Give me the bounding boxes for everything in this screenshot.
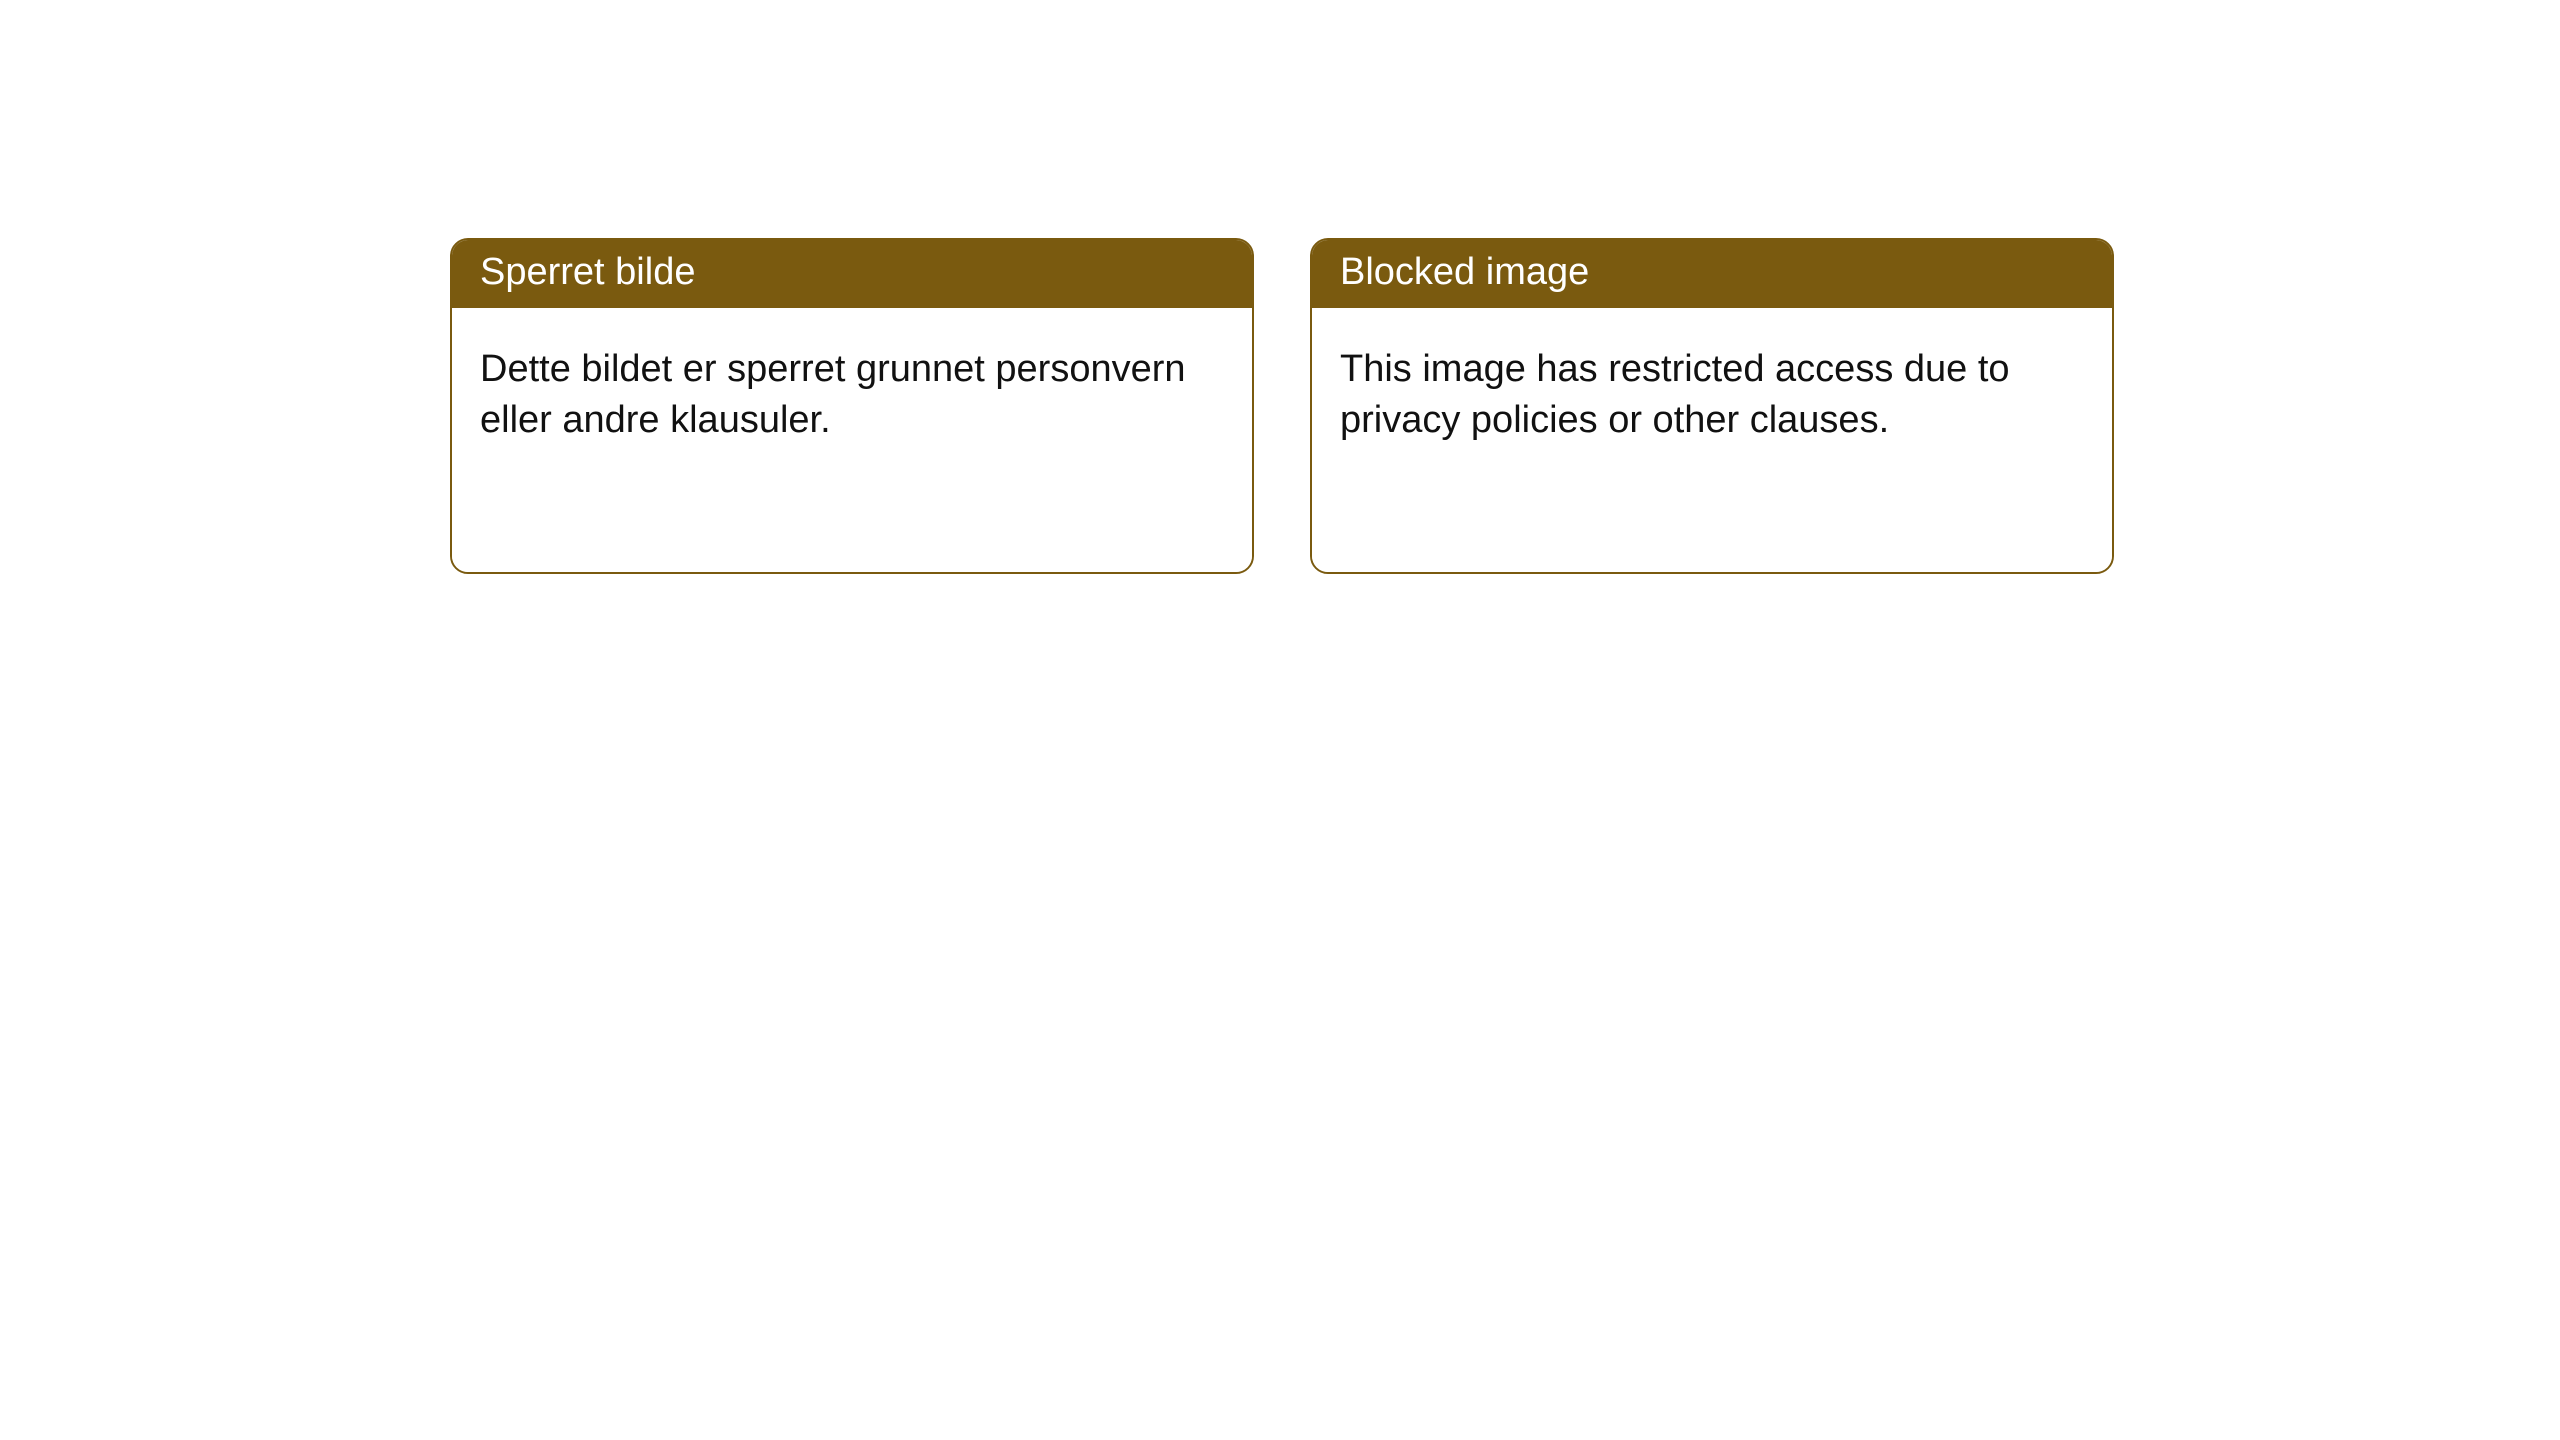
notice-container: Sperret bilde Dette bildet er sperret gr… (0, 0, 2560, 574)
notice-body-english: This image has restricted access due to … (1312, 308, 2112, 572)
notice-card-english: Blocked image This image has restricted … (1310, 238, 2114, 574)
notice-title-norwegian: Sperret bilde (452, 240, 1252, 308)
notice-title-english: Blocked image (1312, 240, 2112, 308)
notice-card-norwegian: Sperret bilde Dette bildet er sperret gr… (450, 238, 1254, 574)
notice-body-norwegian: Dette bildet er sperret grunnet personve… (452, 308, 1252, 572)
